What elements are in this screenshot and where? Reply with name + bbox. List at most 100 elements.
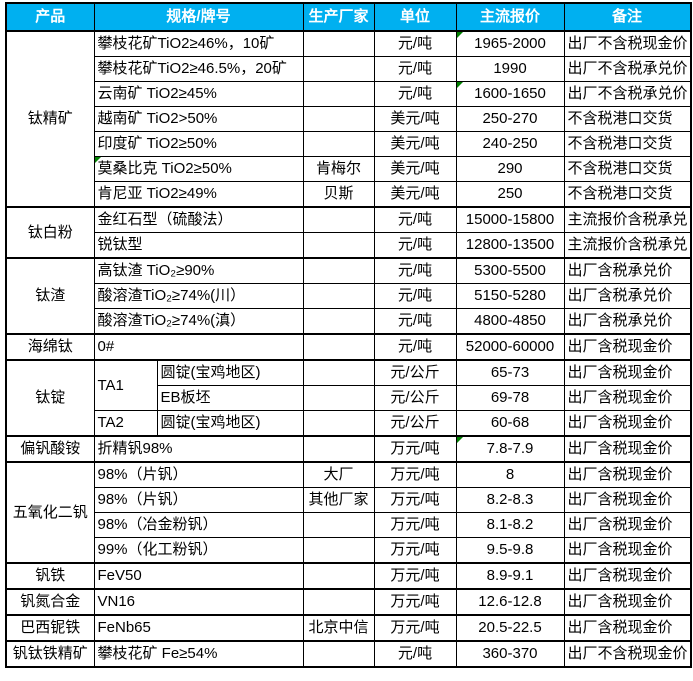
column-header[interactable]: 主流报价 xyxy=(455,2,565,32)
product-cell[interactable]: 巴西铌铁 xyxy=(5,614,95,642)
unit-cell[interactable]: 元/吨 xyxy=(373,232,457,259)
price-cell[interactable]: 8.1-8.2 xyxy=(455,512,565,538)
note-cell[interactable]: 主流报价含税承兑 xyxy=(563,232,692,259)
note-cell[interactable]: 出厂含税现金价 xyxy=(563,487,692,513)
note-cell[interactable]: 出厂含税现金价 xyxy=(563,410,692,437)
price-cell[interactable]: 8.2-8.3 xyxy=(455,487,565,513)
producer-cell[interactable]: 大厂 xyxy=(302,461,375,488)
unit-cell[interactable]: 万元/吨 xyxy=(373,588,457,616)
price-cell[interactable]: 8 xyxy=(455,461,565,488)
note-cell[interactable]: 不含税港口交货 xyxy=(563,156,692,182)
price-cell[interactable]: 9.5-9.8 xyxy=(455,537,565,564)
unit-cell[interactable]: 元/公斤 xyxy=(373,410,457,437)
unit-cell[interactable]: 万元/吨 xyxy=(373,435,457,463)
unit-cell[interactable]: 元/吨 xyxy=(373,30,457,57)
unit-cell[interactable]: 美元/吨 xyxy=(373,156,457,182)
product-cell[interactable]: 钛精矿 xyxy=(5,30,95,208)
note-cell[interactable]: 出厂含税现金价 xyxy=(563,333,692,361)
spec-cell[interactable]: 肯尼亚 TiO2≥49% xyxy=(93,181,304,208)
producer-cell[interactable] xyxy=(302,537,375,564)
product-cell[interactable]: 偏钒酸铵 xyxy=(5,435,95,463)
producer-cell[interactable] xyxy=(302,232,375,259)
note-cell[interactable]: 出厂含税现金价 xyxy=(563,537,692,564)
price-cell[interactable]: 12800-13500 xyxy=(455,232,565,259)
spec-grade-cell[interactable]: TA1 xyxy=(93,359,158,411)
product-cell[interactable]: 钒铁 xyxy=(5,562,95,590)
producer-cell[interactable]: 贝斯 xyxy=(302,181,375,208)
price-cell[interactable]: 20.5-22.5 xyxy=(455,614,565,642)
spec-cell[interactable]: 酸溶渣TiO₂≥74%(滇） xyxy=(93,308,304,335)
producer-cell[interactable] xyxy=(302,562,375,590)
note-cell[interactable]: 出厂不含税承兑价 xyxy=(563,81,692,107)
price-cell[interactable]: 12.6-12.8 xyxy=(455,588,565,616)
unit-cell[interactable]: 美元/吨 xyxy=(373,106,457,132)
unit-cell[interactable]: 元/吨 xyxy=(373,640,457,668)
producer-cell[interactable] xyxy=(302,435,375,463)
product-cell[interactable]: 钛渣 xyxy=(5,257,95,335)
product-cell[interactable]: 钒氮合金 xyxy=(5,588,95,616)
column-header[interactable]: 产品 xyxy=(5,2,95,32)
column-header[interactable]: 生产厂家 xyxy=(302,2,375,32)
unit-cell[interactable]: 万元/吨 xyxy=(373,614,457,642)
price-cell[interactable]: 360-370 xyxy=(455,640,565,668)
spec-cell[interactable]: 攀枝花矿TiO2≥46%，10矿 xyxy=(93,30,304,57)
note-cell[interactable]: 不含税港口交货 xyxy=(563,106,692,132)
spec-cell[interactable]: 折精钒98% xyxy=(93,435,304,463)
note-cell[interactable]: 出厂含税承兑价 xyxy=(563,257,692,284)
producer-cell[interactable] xyxy=(302,283,375,309)
unit-cell[interactable]: 美元/吨 xyxy=(373,181,457,208)
column-header[interactable]: 单位 xyxy=(373,2,457,32)
price-cell[interactable]: 5150-5280 xyxy=(455,283,565,309)
spec-type-cell[interactable]: 圆锭(宝鸡地区) xyxy=(156,359,304,386)
spec-cell[interactable]: FeNb65 xyxy=(93,614,304,642)
price-cell[interactable]: 7.8-7.9 xyxy=(455,435,565,463)
price-cell[interactable]: 60-68 xyxy=(455,410,565,437)
spec-type-cell[interactable]: EB板坯 xyxy=(156,385,304,411)
spec-cell[interactable]: 云南矿 TiO2≥45% xyxy=(93,81,304,107)
producer-cell[interactable] xyxy=(302,410,375,437)
price-cell[interactable]: 5300-5500 xyxy=(455,257,565,284)
spec-grade-cell[interactable]: TA2 xyxy=(93,410,158,437)
price-cell[interactable]: 69-78 xyxy=(455,385,565,411)
unit-cell[interactable]: 万元/吨 xyxy=(373,461,457,488)
note-cell[interactable]: 出厂含税现金价 xyxy=(563,614,692,642)
price-cell[interactable]: 1600-1650 xyxy=(455,81,565,107)
note-cell[interactable]: 出厂含税现金价 xyxy=(563,461,692,488)
producer-cell[interactable] xyxy=(302,56,375,82)
producer-cell[interactable] xyxy=(302,106,375,132)
price-cell[interactable]: 8.9-9.1 xyxy=(455,562,565,590)
producer-cell[interactable] xyxy=(302,308,375,335)
spec-cell[interactable]: 锐钛型 xyxy=(93,232,304,259)
spec-cell[interactable]: 攀枝花矿 Fe≥54% xyxy=(93,640,304,668)
spec-cell[interactable]: 99%（化工粉钒） xyxy=(93,537,304,564)
spec-cell[interactable]: 攀枝花矿TiO2≥46.5%，20矿 xyxy=(93,56,304,82)
column-header[interactable]: 备注 xyxy=(563,2,692,32)
spec-cell[interactable]: 莫桑比克 TiO2≥50% xyxy=(93,156,304,182)
spec-cell[interactable]: 98%（片钒） xyxy=(93,487,304,513)
producer-cell[interactable] xyxy=(302,588,375,616)
price-cell[interactable]: 240-250 xyxy=(455,131,565,157)
producer-cell[interactable] xyxy=(302,359,375,386)
product-cell[interactable]: 海绵钛 xyxy=(5,333,95,361)
price-cell[interactable]: 4800-4850 xyxy=(455,308,565,335)
product-cell[interactable]: 钛锭 xyxy=(5,359,95,437)
note-cell[interactable]: 出厂不含税承兑价 xyxy=(563,56,692,82)
product-cell[interactable]: 钒钛铁精矿 xyxy=(5,640,95,668)
price-cell[interactable]: 52000-60000 xyxy=(455,333,565,361)
unit-cell[interactable]: 万元/吨 xyxy=(373,512,457,538)
spec-cell[interactable]: 高钛渣 TiO₂≥90% xyxy=(93,257,304,284)
spec-cell[interactable]: VN16 xyxy=(93,588,304,616)
note-cell[interactable]: 出厂不含税现金价 xyxy=(563,640,692,668)
producer-cell[interactable] xyxy=(302,131,375,157)
spec-cell[interactable]: 印度矿 TiO2≥50% xyxy=(93,131,304,157)
price-cell[interactable]: 290 xyxy=(455,156,565,182)
spec-type-cell[interactable]: 圆锭(宝鸡地区) xyxy=(156,410,304,437)
unit-cell[interactable]: 万元/吨 xyxy=(373,487,457,513)
note-cell[interactable]: 出厂含税承兑价 xyxy=(563,308,692,335)
spec-cell[interactable]: FeV50 xyxy=(93,562,304,590)
note-cell[interactable]: 不含税港口交货 xyxy=(563,181,692,208)
producer-cell[interactable] xyxy=(302,30,375,57)
note-cell[interactable]: 出厂含税现金价 xyxy=(563,435,692,463)
unit-cell[interactable]: 元/公斤 xyxy=(373,359,457,386)
unit-cell[interactable]: 万元/吨 xyxy=(373,562,457,590)
